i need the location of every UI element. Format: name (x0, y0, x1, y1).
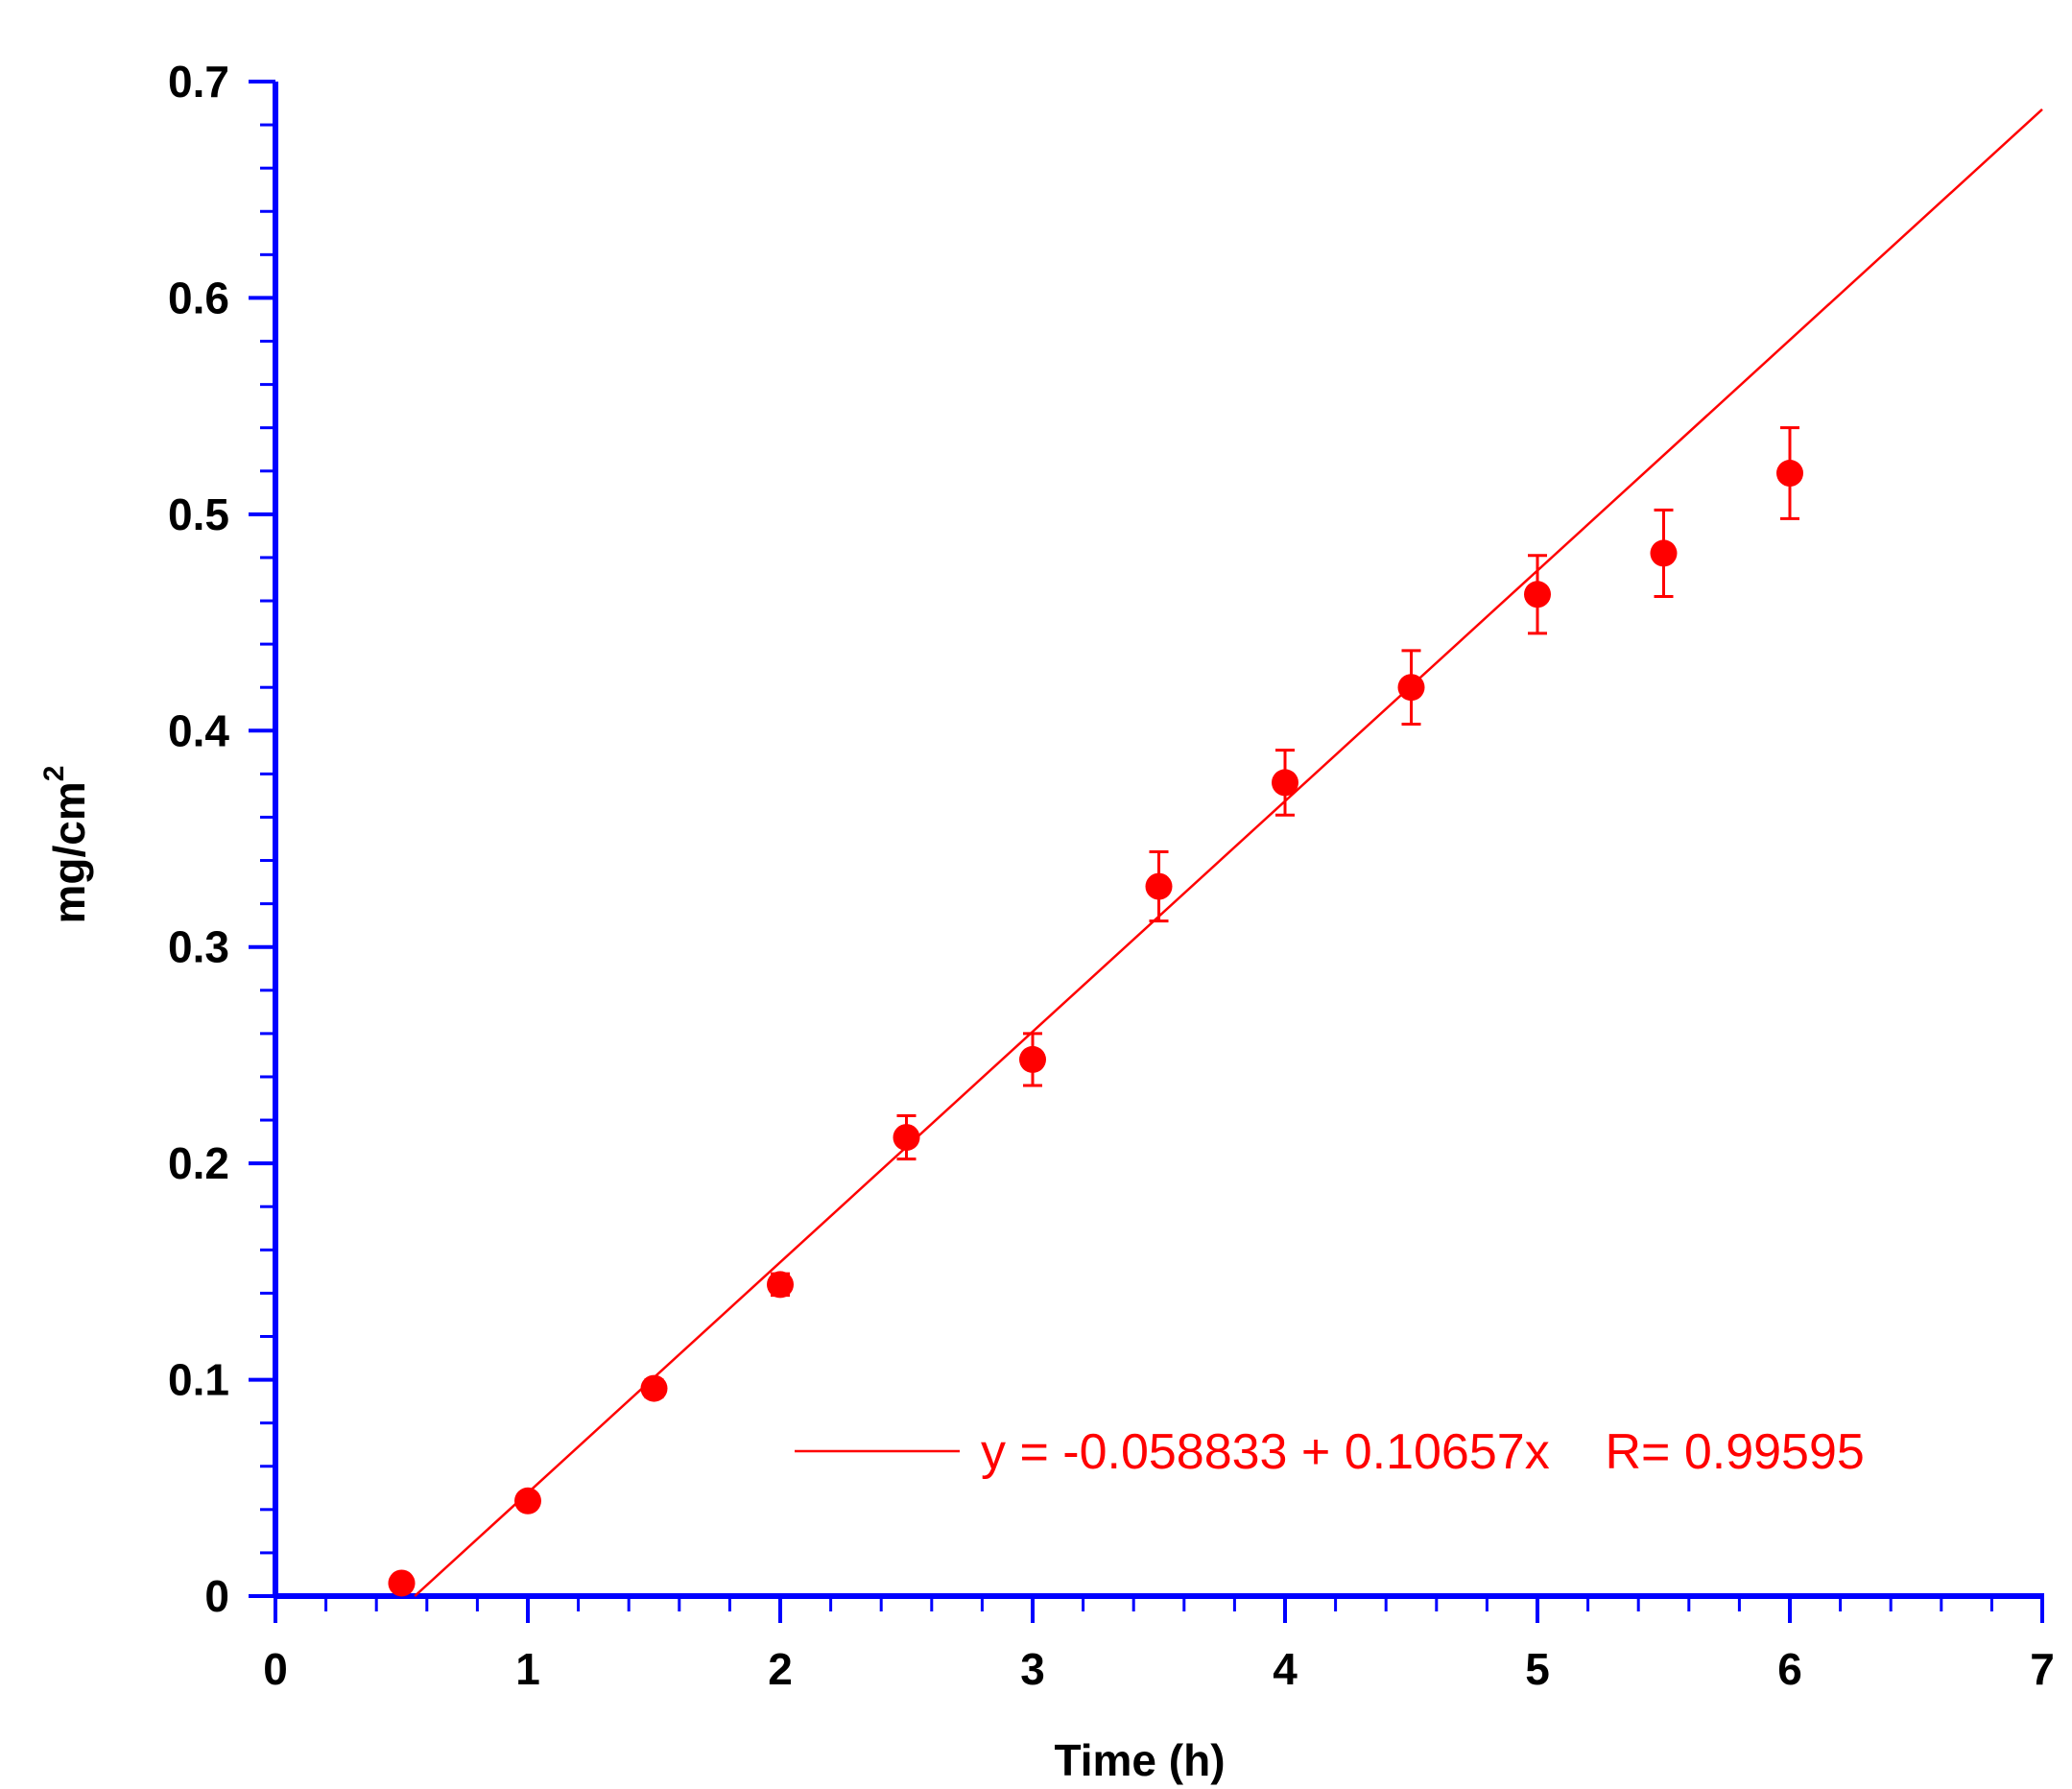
data-point (893, 1124, 920, 1152)
data-point (1776, 460, 1803, 488)
y-tick-label: 0.1 (168, 1355, 229, 1405)
data-point (514, 1487, 541, 1515)
data-point (767, 1271, 794, 1299)
y-tick-label: 0.5 (168, 489, 229, 539)
axes (273, 82, 2044, 1599)
x-tick-label: 4 (1273, 1644, 1298, 1694)
data-point (1145, 872, 1173, 900)
x-tick-label: 1 (515, 1644, 540, 1694)
y-tick-label: 0.2 (168, 1138, 229, 1188)
x-tick-label: 3 (1020, 1644, 1045, 1694)
data-point (1019, 1045, 1046, 1073)
x-tick-label: 7 (2030, 1644, 2055, 1694)
ticks (249, 80, 2044, 1623)
legend: y = -0.058833 + 0.10657x R= 0.99595 (795, 1424, 1865, 1480)
tick-labels: 0 0.1 0.2 0.3 0.4 0.5 0.6 0.7 0 1 2 3 4 5 6 7 (168, 57, 2055, 1694)
error-bars (392, 426, 1799, 1591)
y-tick-label: 0.4 (168, 705, 229, 755)
y-tick-label: 0.3 (168, 922, 229, 972)
data-points (388, 460, 1803, 1597)
fit-line (414, 108, 2043, 1597)
x-tick-label: 2 (768, 1644, 793, 1694)
x-tick-label: 6 (1777, 1644, 1802, 1694)
data-point (640, 1374, 668, 1402)
y-axis-title: mg/cm2 (38, 766, 94, 924)
y-tick-label: 0.6 (168, 273, 229, 322)
y-axis-title-main: mg/cm (44, 781, 94, 923)
legend-text: y = -0.058833 + 0.10657x R= 0.99595 (981, 1424, 1865, 1480)
y-axis-title-superscript: 2 (38, 766, 70, 782)
data-point (1650, 539, 1678, 567)
x-tick-label: 5 (1525, 1644, 1550, 1694)
data-point (388, 1569, 416, 1597)
x-axis-title: Time (h) (1054, 1735, 1225, 1785)
y-tick-label: 0 (204, 1571, 229, 1621)
x-tick-label: 0 (263, 1644, 288, 1694)
data-point (1397, 674, 1425, 702)
data-point (1272, 769, 1298, 797)
data-point (1524, 581, 1551, 608)
y-tick-label: 0.7 (168, 57, 229, 107)
